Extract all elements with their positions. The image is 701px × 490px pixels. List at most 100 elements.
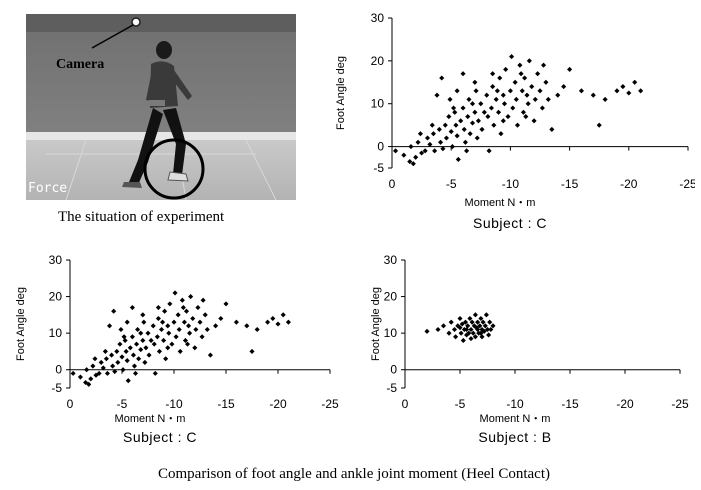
data-point bbox=[424, 328, 430, 334]
data-point bbox=[129, 334, 135, 340]
data-point bbox=[158, 326, 165, 333]
data-point bbox=[165, 323, 171, 329]
experiment-photo: Camera Force bbox=[26, 14, 296, 200]
data-point bbox=[614, 88, 620, 94]
x-tick-label: -15 bbox=[217, 397, 235, 411]
data-point bbox=[460, 105, 466, 111]
x-tick-label: -20 bbox=[620, 177, 638, 191]
x-axis-label: Moment N・m bbox=[480, 413, 551, 425]
data-point bbox=[197, 319, 203, 325]
data-point bbox=[484, 92, 490, 98]
data-point bbox=[539, 105, 545, 111]
data-point bbox=[541, 62, 547, 68]
data-point bbox=[186, 323, 192, 329]
data-point bbox=[110, 363, 116, 369]
data-point bbox=[187, 330, 193, 336]
data-point bbox=[481, 109, 487, 115]
data-point bbox=[452, 109, 458, 115]
subject-label: Subject : C bbox=[123, 429, 197, 445]
data-point bbox=[555, 92, 561, 98]
data-point bbox=[435, 326, 441, 333]
data-point bbox=[464, 148, 470, 154]
data-point bbox=[265, 319, 271, 325]
data-point bbox=[483, 312, 489, 318]
data-point bbox=[143, 345, 149, 351]
data-point bbox=[520, 109, 526, 115]
data-point bbox=[549, 126, 555, 132]
data-point bbox=[602, 96, 608, 102]
data-point bbox=[545, 96, 551, 102]
force-label: Force bbox=[28, 181, 68, 196]
data-point bbox=[199, 334, 205, 340]
data-point bbox=[479, 126, 485, 132]
data-point bbox=[195, 304, 201, 311]
data-point bbox=[141, 319, 147, 325]
data-point bbox=[440, 323, 447, 329]
data-point bbox=[193, 326, 199, 333]
scatter-chart-top-right: -5 0 10 20 30 0 -5 -10 -15 -20 -25 Foot Angle deg Mo… bbox=[335, 11, 695, 231]
data-point bbox=[472, 109, 478, 115]
scatter-chart-bottom-left: -5 0 10 20 30 0 -5 -10 -15 -20 -25 Foot Angle deg Mo… bbox=[15, 253, 339, 445]
data-point bbox=[590, 92, 596, 98]
x-axis-label: Moment N・m bbox=[115, 413, 186, 425]
data-point bbox=[104, 370, 110, 376]
data-point bbox=[140, 337, 146, 344]
data-point bbox=[460, 337, 466, 344]
data-point bbox=[233, 319, 239, 325]
data-point bbox=[413, 154, 419, 160]
data-point bbox=[481, 328, 487, 334]
x-tick-label: -20 bbox=[616, 397, 634, 411]
data-point bbox=[482, 323, 488, 329]
data-point bbox=[401, 152, 407, 158]
data-point bbox=[182, 337, 188, 344]
x-tick-label: -20 bbox=[269, 397, 287, 411]
data-point bbox=[632, 79, 638, 85]
data-point bbox=[469, 319, 475, 325]
data-point bbox=[490, 71, 496, 77]
data-point bbox=[537, 88, 543, 94]
data-point bbox=[417, 131, 423, 137]
data-point bbox=[458, 118, 464, 124]
data-point bbox=[430, 131, 436, 137]
data-point bbox=[466, 96, 472, 102]
data-point bbox=[472, 79, 478, 85]
data-point bbox=[138, 330, 144, 336]
data-point bbox=[493, 96, 499, 102]
data-point bbox=[181, 319, 187, 325]
y-tick-label: 20 bbox=[371, 54, 385, 68]
data-point bbox=[129, 304, 135, 311]
y-axis-label: Foot Angle deg bbox=[15, 287, 27, 361]
data-point bbox=[155, 315, 161, 322]
data-point bbox=[449, 144, 455, 150]
data-point bbox=[121, 334, 127, 340]
data-point bbox=[254, 326, 260, 333]
x-tick-label: -5 bbox=[117, 397, 128, 411]
data-point bbox=[478, 101, 484, 107]
data-point bbox=[469, 120, 476, 126]
data-point bbox=[77, 374, 83, 380]
data-point bbox=[130, 352, 136, 358]
data-point bbox=[427, 141, 433, 147]
y-tick-label: 30 bbox=[49, 253, 63, 267]
x-tick-label: -25 bbox=[321, 397, 339, 411]
data-point bbox=[457, 315, 463, 322]
data-point bbox=[408, 144, 414, 150]
x-tick-label: -15 bbox=[561, 397, 579, 411]
data-point bbox=[480, 319, 486, 325]
data-point bbox=[275, 321, 281, 327]
data-point bbox=[465, 114, 471, 120]
data-point bbox=[180, 304, 186, 311]
data-point bbox=[173, 334, 179, 340]
x-tick-label: -5 bbox=[455, 397, 466, 411]
data-point bbox=[453, 334, 459, 340]
data-point bbox=[461, 126, 467, 132]
data-point bbox=[175, 312, 181, 318]
data-point bbox=[106, 323, 113, 329]
data-point bbox=[531, 118, 537, 124]
data-point bbox=[451, 326, 458, 333]
data-point bbox=[204, 326, 210, 333]
data-point bbox=[249, 348, 255, 354]
data-point bbox=[451, 105, 457, 111]
data-point bbox=[176, 326, 182, 333]
data-point bbox=[519, 88, 525, 94]
